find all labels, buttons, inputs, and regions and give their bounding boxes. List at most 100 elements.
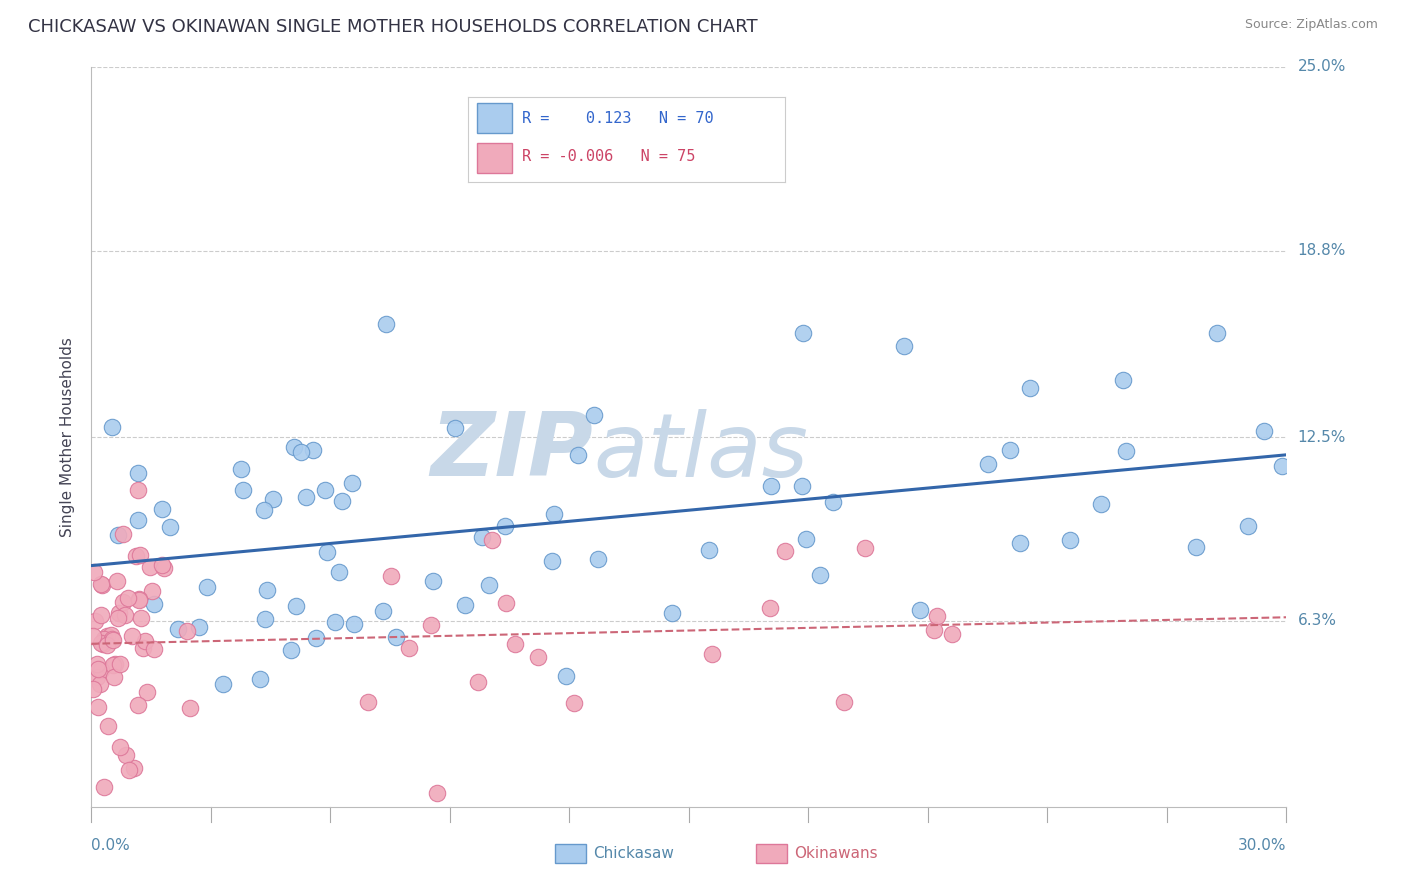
Point xyxy=(107,611,129,625)
Point xyxy=(134,633,156,648)
Point xyxy=(104,657,127,671)
Point xyxy=(699,543,721,558)
Point xyxy=(138,560,160,574)
Point xyxy=(314,483,336,497)
Point xyxy=(232,483,254,498)
Point xyxy=(83,565,105,579)
Point xyxy=(702,647,724,661)
Point xyxy=(374,317,396,331)
Point xyxy=(323,615,346,629)
Point xyxy=(101,632,124,647)
Point xyxy=(93,780,115,794)
Text: atlas: atlas xyxy=(593,409,808,495)
Text: 6.3%: 6.3% xyxy=(1298,613,1337,628)
Point xyxy=(128,593,150,607)
Point xyxy=(941,627,963,641)
Text: 25.0%: 25.0% xyxy=(1298,60,1346,74)
Point xyxy=(540,554,562,568)
Point xyxy=(117,591,139,606)
Point xyxy=(110,740,132,755)
Point xyxy=(129,548,152,562)
Point xyxy=(82,682,104,697)
Point xyxy=(998,443,1021,458)
Point xyxy=(316,545,339,559)
Point xyxy=(357,696,380,710)
Point xyxy=(86,657,108,671)
Point xyxy=(127,698,149,712)
Point xyxy=(90,608,112,623)
Point xyxy=(91,637,114,651)
Point xyxy=(328,566,350,580)
Point xyxy=(792,326,814,341)
Point xyxy=(101,633,124,648)
Point xyxy=(128,592,150,607)
Point xyxy=(790,479,813,493)
Point xyxy=(159,520,181,534)
Point xyxy=(1236,518,1258,533)
Point xyxy=(97,719,120,733)
Point xyxy=(330,494,353,508)
Text: ZIP: ZIP xyxy=(430,409,593,495)
Point xyxy=(103,671,125,685)
Point xyxy=(305,631,328,645)
Point xyxy=(253,502,276,516)
Text: Okinawans: Okinawans xyxy=(794,847,877,861)
Point xyxy=(90,663,112,677)
Point xyxy=(108,607,131,621)
Point xyxy=(153,560,176,574)
Point xyxy=(167,623,190,637)
Point xyxy=(893,339,915,353)
Point xyxy=(89,677,111,691)
Point xyxy=(661,607,683,621)
Point xyxy=(249,673,271,687)
Point xyxy=(554,669,576,683)
Point xyxy=(96,629,118,643)
Point xyxy=(1008,536,1031,550)
Point xyxy=(1206,326,1229,341)
Point xyxy=(86,663,108,677)
Point xyxy=(93,632,115,646)
Point xyxy=(853,541,876,556)
Point xyxy=(478,578,501,592)
Point xyxy=(283,440,305,454)
Point xyxy=(1253,424,1275,438)
Point xyxy=(107,527,129,541)
Point xyxy=(195,580,218,594)
Point xyxy=(294,490,316,504)
Point xyxy=(1019,381,1042,395)
Point xyxy=(1115,443,1137,458)
Point xyxy=(794,533,817,547)
Point xyxy=(179,700,201,714)
Point xyxy=(1270,458,1292,473)
Point xyxy=(114,748,136,763)
Point xyxy=(977,457,1000,471)
Point xyxy=(495,596,517,610)
Point xyxy=(481,533,503,547)
Text: 30.0%: 30.0% xyxy=(1239,838,1286,853)
Point xyxy=(90,576,112,591)
Point xyxy=(543,507,565,521)
Point xyxy=(290,444,312,458)
Point xyxy=(136,685,159,699)
Point xyxy=(90,578,112,592)
Point xyxy=(526,650,548,665)
Point xyxy=(301,443,323,458)
Point xyxy=(467,675,489,690)
Point xyxy=(821,494,844,508)
Point xyxy=(150,502,173,516)
Point xyxy=(142,642,165,657)
Point xyxy=(343,616,366,631)
Point xyxy=(125,549,148,564)
Point xyxy=(1112,373,1135,387)
Point xyxy=(111,527,134,541)
Text: 18.8%: 18.8% xyxy=(1298,243,1346,258)
Point xyxy=(773,543,796,558)
Point xyxy=(419,618,441,632)
Point xyxy=(503,637,526,651)
Point xyxy=(567,448,589,462)
Point xyxy=(562,696,585,710)
Point xyxy=(121,629,143,643)
Text: Source: ZipAtlas.com: Source: ZipAtlas.com xyxy=(1244,18,1378,31)
Point xyxy=(1090,497,1112,511)
Point xyxy=(127,513,149,527)
